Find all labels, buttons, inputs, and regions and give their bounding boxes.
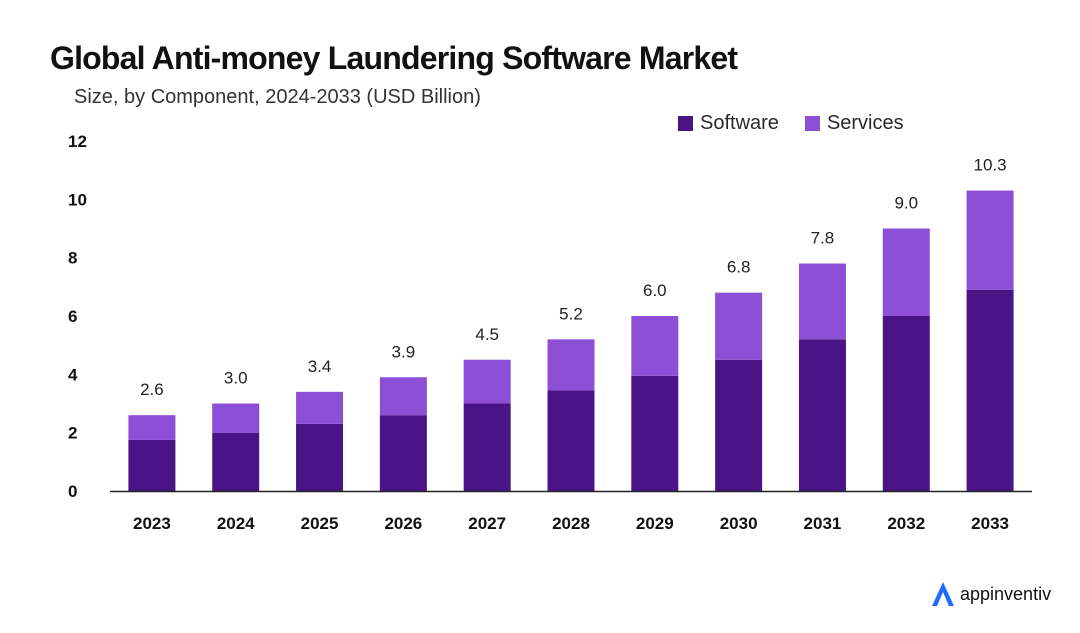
- bar-software-2030: [715, 359, 763, 491]
- bar-services-2029: [631, 316, 679, 376]
- bar-services-2025: [296, 391, 344, 424]
- y-tick-label: 8: [68, 249, 77, 268]
- bar-services-2028: [547, 339, 595, 391]
- bar-software-2032: [882, 316, 930, 491]
- legend-swatch-services: [804, 116, 820, 131]
- x-tick-label-2023: 2023: [133, 514, 171, 533]
- chart-title: Global Anti-money Laundering Software Ma…: [50, 40, 738, 76]
- data-label-2033: 10.3: [974, 156, 1007, 175]
- bar-software-2029: [631, 375, 679, 491]
- brand-name: appinventiv: [960, 583, 1052, 604]
- legend: Software Services: [678, 112, 904, 135]
- y-tick-label: 6: [68, 307, 77, 326]
- data-label-2031: 7.8: [811, 229, 835, 248]
- x-tick-label-2026: 2026: [384, 514, 422, 533]
- bar-services-2030: [715, 292, 763, 360]
- legend-item-software: Software: [678, 112, 779, 135]
- bar-software-2025: [296, 423, 344, 491]
- data-label-2029: 6.0: [643, 281, 667, 300]
- legend-swatch-software: [678, 116, 693, 131]
- bar-software-2033: [966, 289, 1014, 491]
- bar-services-2026: [379, 377, 427, 416]
- data-label-2023: 2.6: [140, 380, 164, 399]
- bar-services-2031: [798, 263, 846, 340]
- bar-software-2024: [212, 432, 260, 491]
- x-tick-label-2030: 2030: [720, 514, 758, 533]
- brand-logo: appinventiv: [930, 580, 1051, 608]
- bar-software-2027: [463, 403, 511, 491]
- bar-services-2024: [212, 403, 260, 433]
- x-tick-label-2024: 2024: [217, 514, 255, 533]
- y-tick-label: 2: [68, 424, 77, 443]
- bar-software-2028: [547, 390, 595, 491]
- bar-software-2031: [798, 339, 846, 491]
- data-label-2030: 6.8: [727, 258, 751, 277]
- bar-software-2023: [128, 439, 176, 491]
- data-label-2027: 4.5: [475, 325, 499, 344]
- legend-label-software: Software: [700, 112, 779, 134]
- bar-services-2023: [128, 415, 176, 440]
- x-tick-label-2031: 2031: [804, 514, 842, 533]
- y-tick-label: 10: [68, 190, 87, 209]
- data-label-2025: 3.4: [308, 357, 332, 376]
- legend-item-services: Services: [804, 112, 904, 135]
- y-tick-label: 4: [68, 365, 78, 384]
- x-tick-label-2033: 2033: [971, 514, 1009, 533]
- x-tick-label-2029: 2029: [636, 514, 674, 533]
- x-tick-label-2028: 2028: [552, 514, 590, 533]
- data-label-2032: 9.0: [894, 194, 918, 213]
- data-label-2028: 5.2: [559, 304, 583, 323]
- x-tick-label-2027: 2027: [468, 514, 506, 533]
- y-tick-label: 12: [68, 132, 87, 151]
- bar-services-2032: [882, 228, 930, 316]
- bar-services-2027: [463, 359, 511, 404]
- data-label-2026: 3.9: [392, 342, 416, 361]
- data-label-2024: 3.0: [224, 369, 248, 388]
- y-tick-label: 0: [68, 482, 77, 501]
- x-tick-label-2032: 2032: [887, 514, 925, 533]
- bar-services-2033: [966, 190, 1014, 290]
- chart-subtitle: Size, by Component, 2024-2033 (USD Billi…: [74, 86, 481, 108]
- legend-label-services: Services: [826, 112, 904, 134]
- appinventiv-logo-icon: [932, 582, 954, 606]
- bar-software-2026: [379, 415, 427, 491]
- x-tick-label-2025: 2025: [301, 514, 339, 533]
